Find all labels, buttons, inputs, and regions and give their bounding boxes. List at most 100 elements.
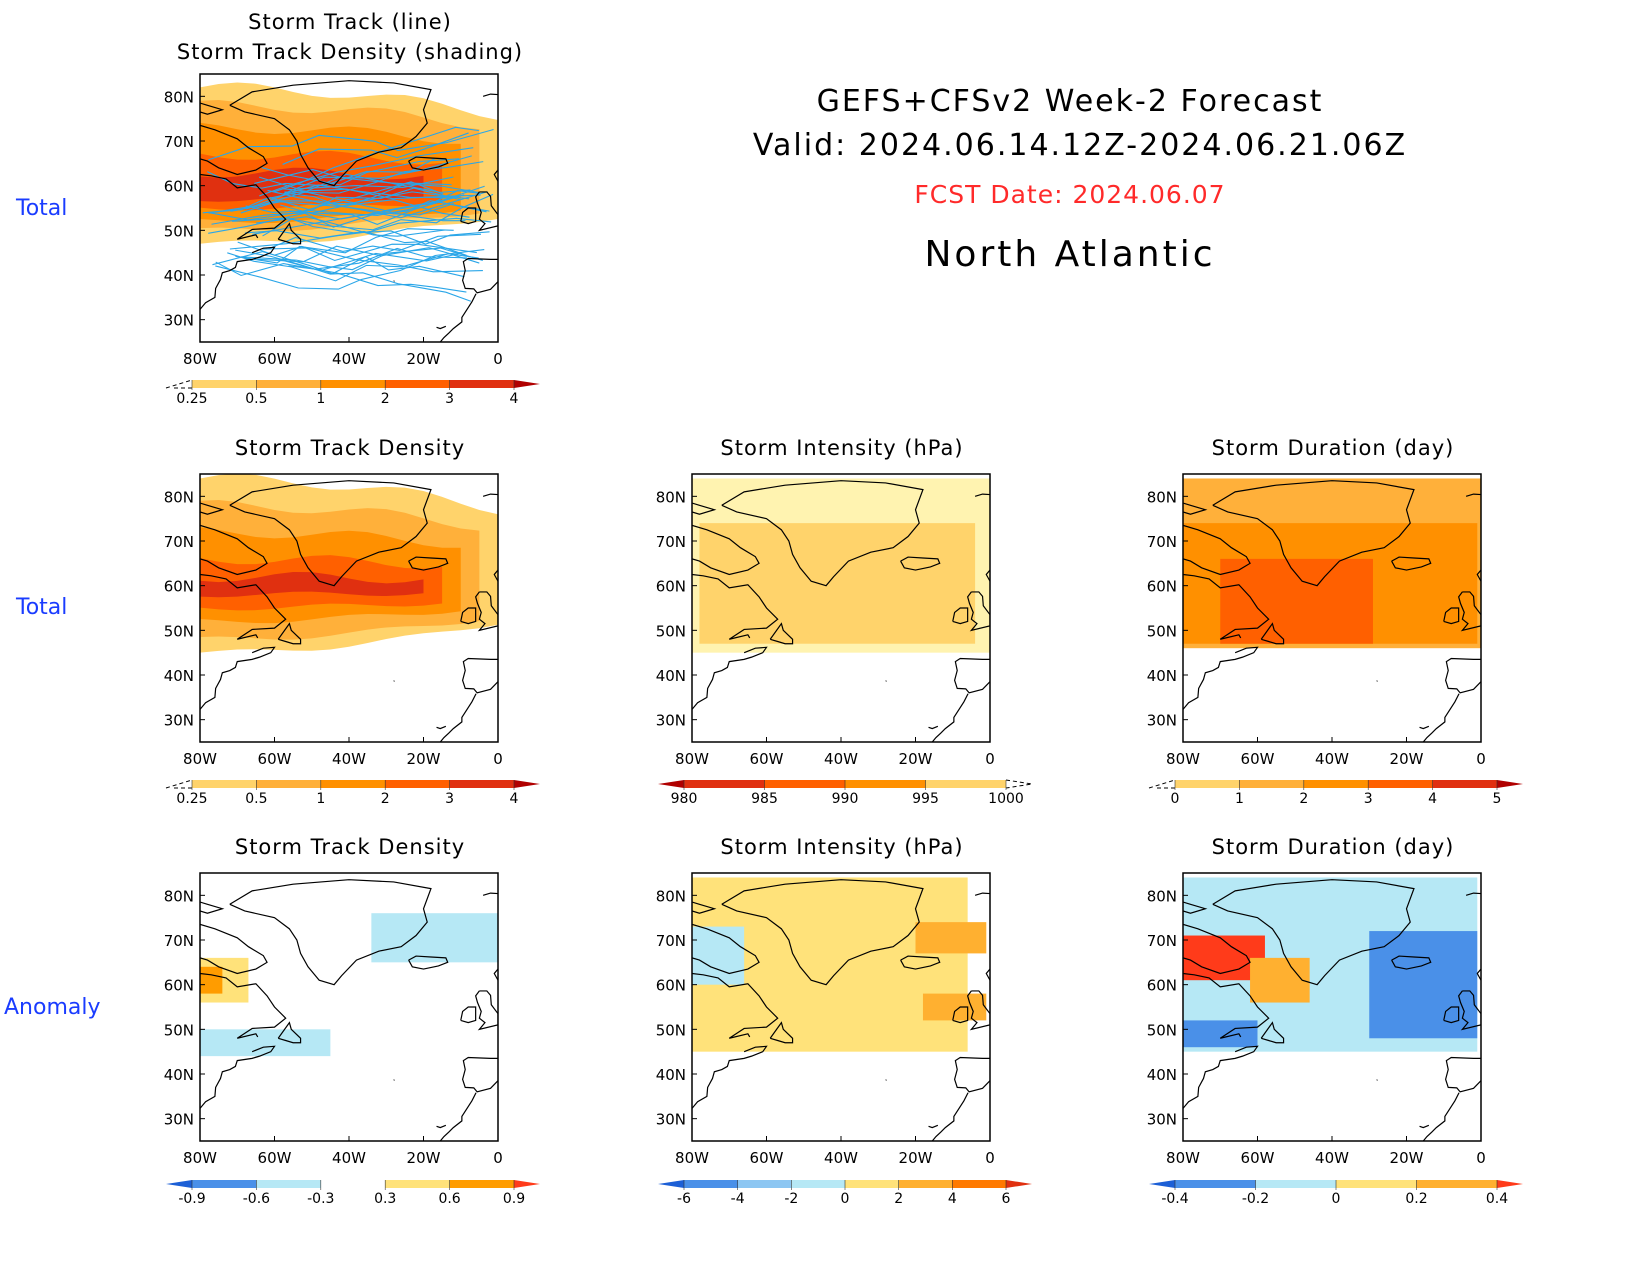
- colorbar-tick-label: 4: [510, 791, 519, 807]
- lon-tick-label: 40W: [332, 350, 366, 368]
- plot-area: [692, 873, 990, 1141]
- coastline: [200, 246, 276, 310]
- coastline: [277, 622, 302, 645]
- colorbar-tick-label: 4: [948, 1191, 957, 1207]
- storm-track-line: [208, 199, 470, 218]
- colorbar-tick-label: 995: [912, 791, 939, 807]
- storm-track-line: [268, 233, 481, 252]
- lon-tick-label: 40W: [1315, 1149, 1349, 1167]
- lon-tick-label: 0: [493, 350, 503, 368]
- colorbar-swatch: [764, 780, 845, 788]
- colorbar-swatch: [1239, 780, 1304, 788]
- coastline: [692, 923, 760, 975]
- colorbar-swatch: [845, 1180, 899, 1188]
- lat-tick-label: 80N: [656, 887, 686, 905]
- lat-tick-label: 80N: [1147, 887, 1177, 905]
- colorbar-swatch: [320, 380, 386, 388]
- panel3-title: Storm Intensity (hPa): [720, 436, 964, 460]
- coastline: [493, 169, 498, 182]
- lon-tick-label: 80W: [675, 1149, 709, 1167]
- storm-track-line: [246, 192, 455, 216]
- field-region: [371, 913, 498, 963]
- storm-track-line: [276, 247, 468, 270]
- plot-area: [1183, 873, 1481, 1141]
- colorbar-swatch: [925, 780, 1006, 788]
- colorbar-swatch: [1303, 780, 1369, 788]
- storm-track-line: [262, 193, 494, 237]
- lon-tick-label: 80W: [1166, 750, 1200, 768]
- coastline: [931, 1092, 969, 1141]
- colorbar-tick-label: 4: [510, 391, 519, 407]
- lat-tick-label: 80N: [164, 488, 194, 506]
- storm-track-line: [256, 216, 446, 237]
- coastline: [1419, 725, 1430, 730]
- lon-tick-label: 0: [985, 1149, 995, 1167]
- colorbar-swatch: [898, 1180, 953, 1188]
- coastline: [692, 901, 717, 914]
- storm-track-line: [244, 230, 467, 256]
- coastline: [439, 1092, 477, 1141]
- lat-tick-label: 70N: [656, 932, 686, 950]
- lon-tick-label: 80W: [1166, 1149, 1200, 1167]
- lat-tick-label: 60N: [1147, 977, 1177, 995]
- lon-tick-label: 20W: [407, 750, 441, 768]
- colorbar-swatch: [952, 1180, 1006, 1188]
- coastline: [408, 156, 449, 171]
- coastline: [1444, 1056, 1481, 1093]
- lon-tick-label: 80W: [183, 350, 217, 368]
- colorbar-tick-label: 1: [316, 391, 325, 407]
- lat-tick-label: 70N: [656, 533, 686, 551]
- forecast-title: GEFS+CFSv2 Week-2 Forecast: [816, 84, 1324, 119]
- colorbar-swatch: [449, 1180, 514, 1188]
- storm-track-line: [241, 247, 483, 271]
- coastline: [721, 480, 924, 587]
- coastline: [1260, 622, 1285, 645]
- coastline: [769, 622, 794, 645]
- coastline: [482, 93, 498, 97]
- colorbar-tick-label: 3: [445, 791, 454, 807]
- coastline: [1183, 573, 1270, 640]
- coastline: [1419, 1124, 1430, 1129]
- colorbar-swatch: [256, 380, 321, 388]
- field-region: [699, 523, 976, 644]
- lat-tick-label: 60N: [164, 977, 194, 995]
- coastline: [721, 879, 924, 986]
- colorbar-tick-label: 3: [1364, 791, 1373, 807]
- storm-track-line: [282, 173, 471, 193]
- colorbar-swatch: [256, 780, 321, 788]
- coastline: [966, 990, 990, 1031]
- lat-tick-label: 30N: [656, 1111, 686, 1129]
- coastline: [436, 1124, 447, 1129]
- coastline: [928, 1124, 939, 1129]
- panel1-title-line2: Storm Track Density (shading): [176, 40, 524, 64]
- coastline: [1457, 990, 1481, 1031]
- plot-area: [200, 74, 498, 342]
- map-track-density-anomaly: 80N 70N 60N 50N 40N 30N 80W 60W 40W 20W 0: [164, 872, 503, 1167]
- lon-tick-label: 40W: [332, 1149, 366, 1167]
- lat-tick-label: 50N: [656, 1021, 686, 1039]
- colorbar-tick-label: -6: [677, 1191, 691, 1207]
- field-region: [922, 993, 987, 1021]
- plot-area: [200, 873, 498, 1141]
- colorbar-tick-label: -0.6: [243, 1191, 270, 1207]
- lat-tick-label: 30N: [656, 712, 686, 730]
- lon-tick-label: 40W: [332, 750, 366, 768]
- colorbar-duration-total: 0 1 2 3 4 5: [1148, 779, 1523, 807]
- lat-tick-label: 30N: [164, 712, 194, 730]
- colorbar-swatch: [791, 1180, 845, 1188]
- field-region: [200, 1029, 331, 1057]
- lat-tick-label: 40N: [1147, 667, 1177, 685]
- colorbar-swatch: [1368, 780, 1433, 788]
- coastline: [1183, 646, 1259, 710]
- colorbar-tick-label: 985: [751, 791, 778, 807]
- lon-tick-label: 0: [1476, 1149, 1486, 1167]
- coastline: [1443, 1006, 1460, 1024]
- colorbar-swatch: [1497, 780, 1523, 788]
- colorbar-swatch: [1149, 1180, 1175, 1188]
- colorbar-swatch: [1497, 1180, 1523, 1188]
- lon-tick-label: 20W: [1390, 1149, 1424, 1167]
- coastline: [436, 325, 447, 330]
- coastline: [1183, 524, 1251, 576]
- coastline: [493, 569, 498, 582]
- lon-tick-label: 80W: [183, 1149, 217, 1167]
